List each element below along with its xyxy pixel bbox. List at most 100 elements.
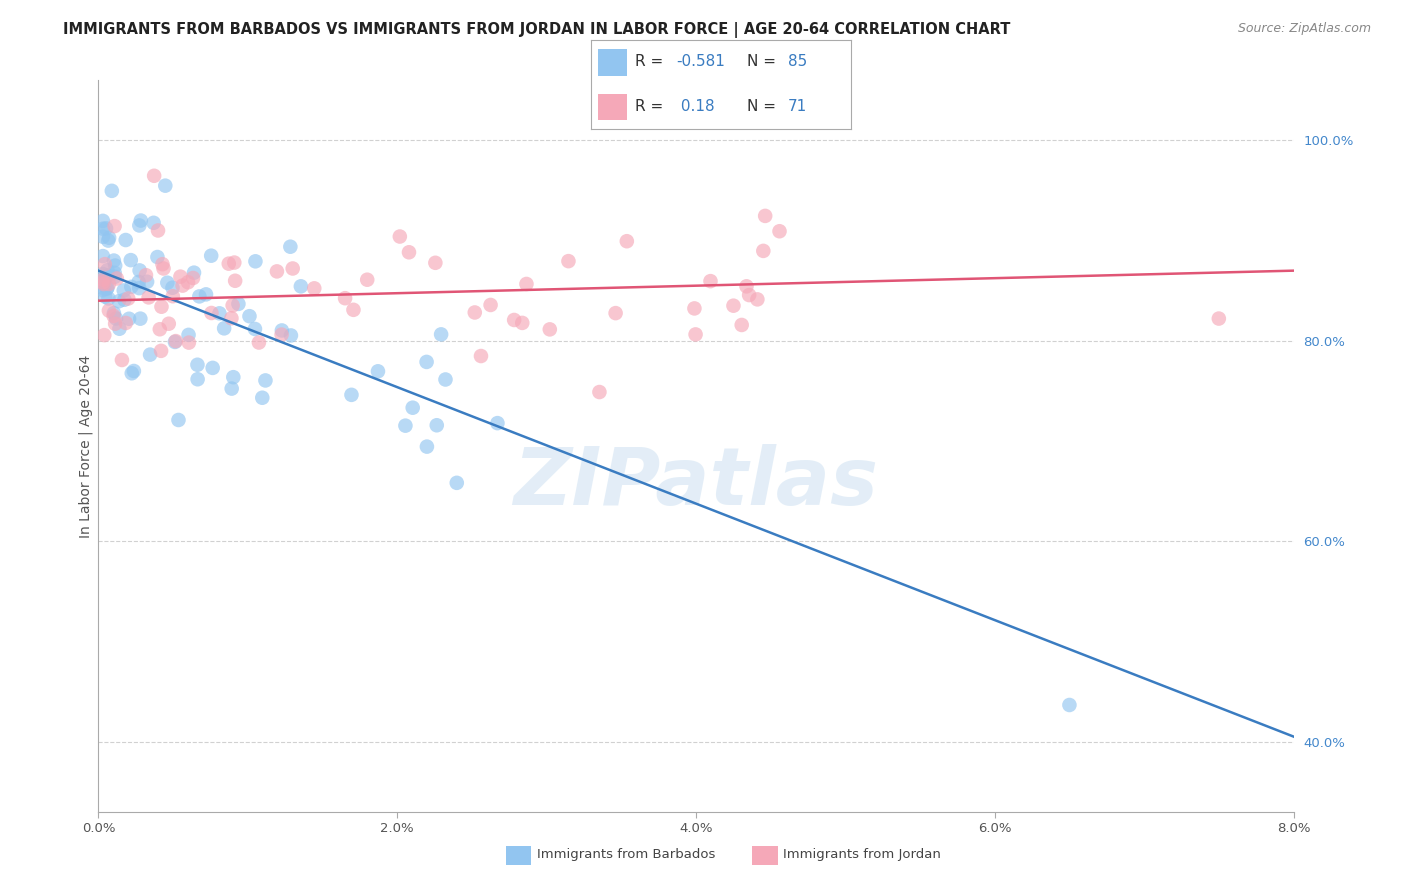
- Point: [93, 328, 115, 343]
- Point: [588, 385, 610, 400]
- Point: [104, 317, 127, 331]
- Point: [616, 234, 638, 248]
- Point: [157, 317, 180, 331]
- Point: [91, 221, 114, 235]
- Point: [464, 305, 486, 319]
- Point: [91, 249, 114, 263]
- Point: [121, 366, 143, 380]
- Point: [103, 253, 125, 268]
- Point: [266, 264, 288, 278]
- Text: Immigrants from Barbados: Immigrants from Barbados: [537, 847, 716, 861]
- Point: [538, 322, 561, 336]
- Point: [218, 257, 240, 271]
- Point: [135, 268, 157, 283]
- Point: [128, 275, 150, 289]
- Point: [91, 276, 114, 290]
- Point: [252, 391, 274, 405]
- Point: [120, 280, 142, 294]
- Point: [208, 306, 231, 320]
- Point: [114, 233, 136, 247]
- Point: [139, 348, 162, 362]
- Point: [155, 178, 177, 193]
- Point: [97, 234, 120, 248]
- Text: ZIPatlas: ZIPatlas: [513, 443, 879, 522]
- Point: [143, 169, 166, 183]
- Text: 0.18: 0.18: [676, 99, 716, 113]
- Point: [200, 249, 222, 263]
- Point: [97, 277, 120, 291]
- Bar: [599, 49, 627, 76]
- Point: [152, 261, 174, 276]
- Point: [683, 301, 706, 316]
- Point: [97, 292, 120, 306]
- Text: N =: N =: [747, 54, 780, 69]
- Point: [290, 279, 312, 293]
- Point: [221, 311, 243, 326]
- Point: [129, 213, 152, 227]
- Point: [735, 279, 758, 293]
- Point: [280, 328, 302, 343]
- Text: IMMIGRANTS FROM BARBADOS VS IMMIGRANTS FROM JORDAN IN LABOR FORCE | AGE 20-64 CO: IMMIGRANTS FROM BARBADOS VS IMMIGRANTS F…: [63, 22, 1011, 38]
- Point: [117, 292, 139, 306]
- Point: [685, 327, 707, 342]
- Point: [94, 257, 117, 271]
- Point: [94, 290, 117, 304]
- Point: [201, 360, 224, 375]
- Point: [177, 275, 200, 289]
- Point: [101, 184, 124, 198]
- Point: [430, 327, 453, 342]
- Point: [342, 302, 364, 317]
- Point: [752, 244, 775, 258]
- Point: [91, 267, 114, 281]
- Point: [747, 293, 769, 307]
- Point: [340, 388, 363, 402]
- Point: [280, 240, 302, 254]
- Text: 71: 71: [789, 99, 807, 113]
- Point: [112, 293, 135, 307]
- Point: [128, 281, 150, 295]
- Point: [224, 255, 246, 269]
- Point: [138, 290, 160, 304]
- Point: [470, 349, 492, 363]
- Point: [93, 281, 115, 295]
- Point: [108, 294, 131, 309]
- Point: [91, 275, 114, 289]
- Point: [557, 254, 579, 268]
- Point: [221, 382, 243, 396]
- Point: [402, 401, 425, 415]
- Point: [108, 322, 131, 336]
- Point: [425, 256, 447, 270]
- Point: [187, 372, 209, 386]
- Point: [515, 277, 537, 291]
- Point: [212, 321, 235, 335]
- Point: [105, 311, 128, 326]
- Point: [486, 416, 509, 430]
- Point: [503, 313, 526, 327]
- Point: [103, 309, 125, 323]
- Point: [228, 297, 250, 311]
- Text: R =: R =: [634, 99, 668, 113]
- Point: [167, 413, 190, 427]
- Point: [152, 257, 174, 271]
- Point: [97, 268, 120, 283]
- Point: [699, 274, 721, 288]
- Point: [388, 229, 411, 244]
- Point: [91, 214, 114, 228]
- Text: N =: N =: [747, 99, 780, 113]
- Point: [94, 269, 117, 284]
- Point: [149, 322, 172, 336]
- Point: [91, 273, 114, 287]
- Point: [172, 278, 194, 293]
- Point: [221, 298, 243, 312]
- Point: [304, 281, 326, 295]
- Point: [605, 306, 627, 320]
- Point: [281, 261, 304, 276]
- Point: [122, 364, 145, 378]
- Point: [738, 288, 761, 302]
- Point: [245, 254, 267, 268]
- Point: [183, 266, 205, 280]
- Point: [181, 271, 204, 285]
- Point: [510, 316, 533, 330]
- Point: [398, 245, 420, 260]
- Point: [156, 276, 179, 290]
